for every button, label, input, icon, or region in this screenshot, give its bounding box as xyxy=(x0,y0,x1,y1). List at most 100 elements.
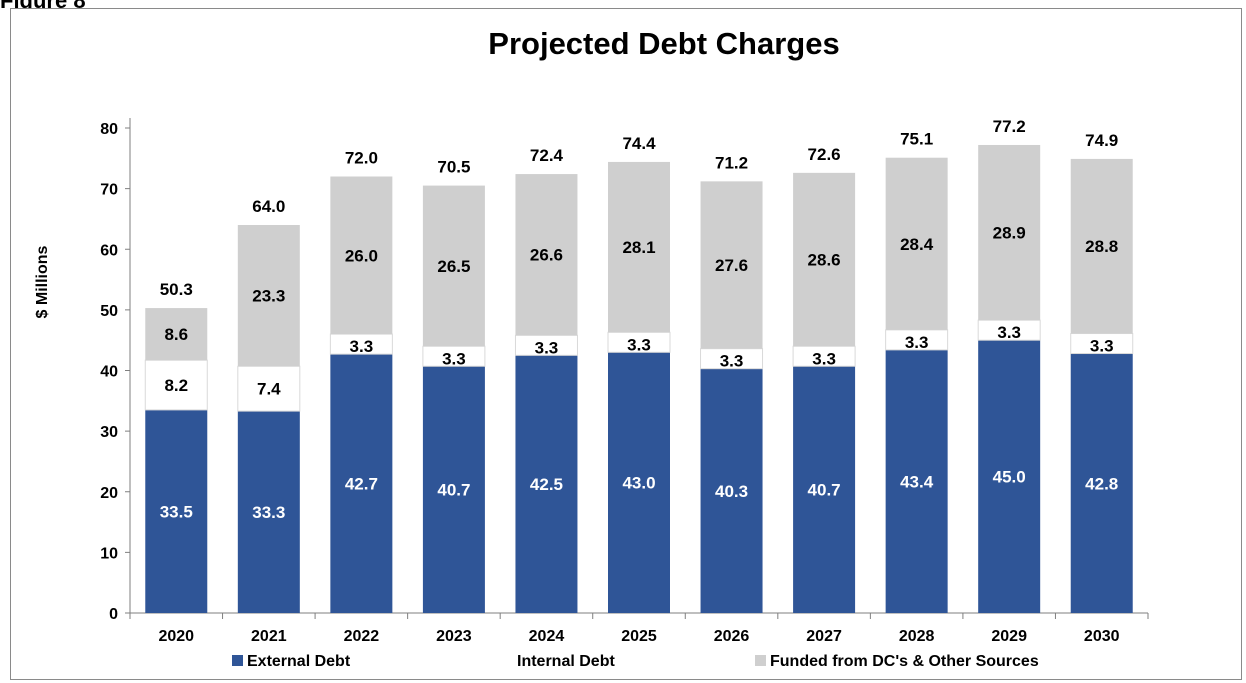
bar-segment xyxy=(145,308,208,361)
total-label: 75.1 xyxy=(900,130,933,149)
bar-segment xyxy=(885,157,948,330)
y-tick-label: 10 xyxy=(100,545,118,562)
data-label: 28.1 xyxy=(622,238,655,257)
bar-segment xyxy=(793,366,856,613)
bar-segment xyxy=(700,181,763,349)
data-label: 3.3 xyxy=(997,323,1021,342)
data-label: 8.6 xyxy=(164,325,188,344)
total-label: 70.5 xyxy=(437,158,470,177)
data-label: 3.3 xyxy=(442,349,466,368)
data-label: 3.3 xyxy=(1090,337,1114,356)
bar-segment xyxy=(237,411,300,613)
data-label: 40.7 xyxy=(437,481,470,500)
x-tick-label: 2026 xyxy=(714,628,750,645)
y-tick-label: 60 xyxy=(100,242,118,259)
bar-segment xyxy=(1070,353,1133,613)
bar-segment xyxy=(145,409,208,613)
bar-segment xyxy=(515,174,578,336)
total-label: 74.9 xyxy=(1085,131,1118,150)
data-label: 33.5 xyxy=(160,502,193,521)
data-label: 40.3 xyxy=(715,482,748,501)
bar-segment xyxy=(330,176,393,335)
data-label: 42.5 xyxy=(530,475,563,494)
data-label: 26.5 xyxy=(437,257,470,276)
bar-segment xyxy=(978,144,1041,321)
y-tick-label: 50 xyxy=(100,303,118,320)
data-label: 3.3 xyxy=(812,349,836,368)
total-label: 72.6 xyxy=(808,145,841,164)
x-tick-label: 2020 xyxy=(158,628,194,645)
data-label: 7.4 xyxy=(257,380,281,399)
total-label: 64.0 xyxy=(252,197,285,216)
legend-label: External Debt xyxy=(247,653,351,670)
data-label: 33.3 xyxy=(252,503,285,522)
axes: 0 10 20 30 40 50 60 70 80 xyxy=(100,118,1149,623)
x-tick-label: 2028 xyxy=(899,628,935,645)
x-tick-label: 2029 xyxy=(991,628,1027,645)
x-tick-label: 2023 xyxy=(436,628,472,645)
data-label: 40.7 xyxy=(808,481,841,500)
bar-segment xyxy=(885,349,948,613)
y-tick-label: 0 xyxy=(109,606,118,623)
data-label: 3.3 xyxy=(627,335,651,354)
data-label: 27.6 xyxy=(715,256,748,275)
data-label: 42.8 xyxy=(1085,474,1118,493)
x-tick-label: 2024 xyxy=(529,628,565,645)
bar-segment xyxy=(978,340,1041,613)
data-label: 3.3 xyxy=(720,352,744,371)
legend-swatch xyxy=(501,654,514,667)
legend: External Debt Internal Debt Funded from DC… xyxy=(232,653,1039,670)
legend-swatch xyxy=(755,655,766,666)
x-tick-label: 2025 xyxy=(621,628,657,645)
bar-segment xyxy=(608,161,670,333)
data-label: 26.6 xyxy=(530,246,563,265)
data-label: 43.4 xyxy=(900,472,934,491)
y-tick-label: 20 xyxy=(100,485,118,502)
data-label: 8.2 xyxy=(164,376,188,395)
data-label: 3.3 xyxy=(350,337,374,356)
bar-segment xyxy=(422,366,485,613)
data-label: 28.8 xyxy=(1085,237,1118,256)
bar-segment xyxy=(330,354,393,613)
bar-segment xyxy=(237,225,300,367)
bar-segment xyxy=(515,355,578,613)
data-label: 28.6 xyxy=(808,251,841,270)
data-label: 23.3 xyxy=(252,287,285,306)
data-label: 45.0 xyxy=(993,468,1026,487)
x-tick-label: 2021 xyxy=(251,628,287,645)
bar-segment xyxy=(1070,158,1133,334)
bar-segment xyxy=(608,352,670,613)
bar-segment xyxy=(144,359,208,411)
data-label: 28.4 xyxy=(900,235,934,254)
y-tick-label: 70 xyxy=(100,182,118,199)
total-label: 50.3 xyxy=(160,280,193,299)
data-label: 28.9 xyxy=(993,224,1026,243)
data-label: 3.3 xyxy=(535,338,559,357)
total-label: 71.2 xyxy=(715,153,748,172)
legend-swatch xyxy=(232,655,243,666)
legend-label: Internal Debt xyxy=(517,653,615,670)
chart-title: Projected Debt Charges xyxy=(488,26,839,61)
total-label: 72.0 xyxy=(345,149,378,168)
data-label: 3.3 xyxy=(905,333,929,352)
data-label: 42.7 xyxy=(345,475,378,494)
bar-segment xyxy=(422,185,485,347)
bar-segment xyxy=(700,368,763,613)
x-tick-label: 2022 xyxy=(344,628,380,645)
bar-segment xyxy=(237,365,301,412)
y-axis-label: $ Millions xyxy=(34,245,51,318)
x-tick-label: 2027 xyxy=(806,628,842,645)
y-tick-label: 40 xyxy=(100,364,118,381)
y-tick-label: 80 xyxy=(100,121,118,138)
data-label: 26.0 xyxy=(345,246,378,265)
data-label: 43.0 xyxy=(622,474,655,493)
total-label: 74.4 xyxy=(622,134,656,153)
bar-segment xyxy=(793,172,856,347)
total-label: 77.2 xyxy=(993,117,1026,136)
x-tick-label: 2030 xyxy=(1084,628,1120,645)
y-tick-label: 30 xyxy=(100,424,118,441)
total-label: 72.4 xyxy=(530,146,564,165)
legend-label: Funded from DC's & Other Sources xyxy=(770,653,1039,670)
bars: 33.5 8.2 8.6 50.3 2020 33.3 7.4 23.3 64.0 2021 42.… xyxy=(144,117,1134,645)
